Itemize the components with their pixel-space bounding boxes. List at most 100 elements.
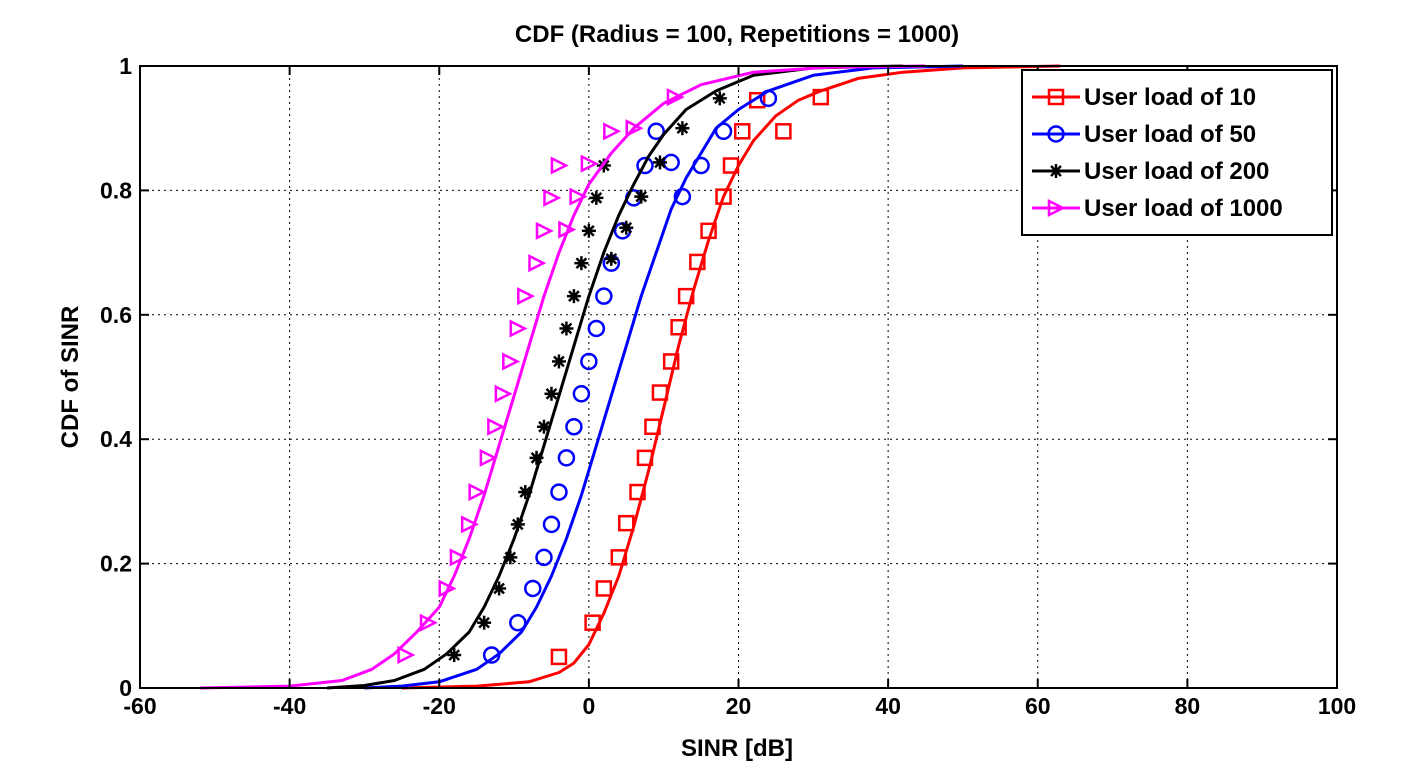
series-point (574, 256, 589, 271)
series-point (759, 89, 778, 108)
legend-marker (1047, 125, 1065, 143)
series-point (733, 123, 751, 140)
legend-label: User load of 50 (1084, 121, 1256, 148)
series-point (447, 648, 462, 663)
series-point (670, 318, 687, 336)
legend-label: User load of 200 (1084, 158, 1269, 185)
series-point (477, 615, 492, 630)
series-point (589, 190, 604, 205)
series-point (482, 646, 501, 664)
series-point (542, 515, 561, 534)
x-tick-label: 60 (1025, 693, 1051, 719)
y-tick-label: 0 (119, 675, 132, 701)
series-point (700, 222, 717, 240)
series-point (524, 579, 542, 598)
series-point (636, 449, 654, 467)
y-tick-label: 0.2 (100, 551, 132, 577)
series-point (625, 119, 644, 138)
series-point (580, 154, 599, 173)
series-point (535, 548, 553, 567)
x-tick-label: -20 (423, 693, 456, 719)
series-point (557, 449, 576, 467)
series-point (666, 88, 685, 107)
series-point (714, 122, 733, 141)
series-point (595, 287, 613, 305)
series-point (603, 122, 622, 141)
series-point (551, 354, 566, 369)
y-tick-labels: 0 0.2 0.4 0.6 0.8 1 (100, 53, 132, 701)
x-tick-label: 100 (1318, 693, 1356, 719)
series-point (565, 418, 583, 436)
y-axis-label: CDF of SINR (57, 306, 84, 449)
series-point (722, 157, 740, 174)
series-point (652, 155, 667, 170)
series-point (692, 156, 710, 175)
series-point (629, 483, 646, 501)
series-point (550, 648, 568, 666)
series-point (528, 254, 547, 273)
series-point (587, 319, 606, 338)
series-point (487, 417, 506, 436)
legend-label: User load of 10 (1084, 84, 1256, 111)
chart-title: CDF (Radius = 100, Repetitions = 1000) (515, 21, 959, 48)
series-point (543, 188, 562, 207)
series-point (518, 485, 533, 500)
series-layer (199, 64, 1061, 690)
legend: User load of 10 User load of 50 User load … (1021, 69, 1333, 236)
series-point (662, 353, 680, 370)
series-point (517, 287, 536, 306)
series-point (604, 251, 619, 266)
legend-label: User load of 1000 (1084, 195, 1283, 222)
series-point (509, 319, 528, 338)
series-point (550, 156, 569, 175)
series-point (503, 550, 518, 565)
series-point (580, 352, 598, 371)
y-tick-label: 0.6 (100, 302, 132, 328)
legend-marker (1047, 198, 1066, 218)
series-point (748, 91, 766, 109)
series-point (558, 220, 577, 239)
series-point (651, 384, 669, 401)
series-point (644, 418, 661, 436)
series-point (584, 614, 601, 631)
legend-marker (1047, 88, 1065, 106)
series-point (619, 220, 634, 235)
series-point (618, 514, 635, 532)
series-point (610, 549, 628, 566)
series-point (419, 613, 438, 632)
series-point (569, 187, 588, 206)
series-3 (326, 64, 904, 690)
series-point (775, 123, 792, 140)
series-point (544, 386, 559, 401)
x-tick-label: -60 (123, 693, 156, 719)
series-point (479, 448, 498, 467)
series-point (675, 121, 690, 136)
series-line (199, 64, 926, 690)
x-tick-labels: -60 -40 -20 0 20 40 60 80 100 (123, 693, 1356, 719)
x-tick-label: -40 (273, 693, 306, 719)
series-point (689, 253, 706, 271)
series-point (510, 517, 525, 532)
series-point (572, 385, 591, 403)
series-point (502, 352, 521, 371)
series-point (529, 450, 544, 465)
x-axis-label: SINR [dB] (681, 735, 793, 762)
series-point (581, 223, 596, 238)
series-line (401, 64, 1061, 690)
legend-entries: User load of 10 User load of 50 User load … (1032, 84, 1283, 222)
series-point (492, 581, 507, 596)
legend-entry: User load of 1000 (1032, 195, 1283, 222)
y-tick-label: 0.4 (100, 426, 132, 452)
series-point (438, 579, 457, 598)
series-point (550, 483, 568, 501)
series-point (673, 187, 692, 206)
y-tick-label: 1 (119, 53, 132, 79)
series-4 (199, 64, 926, 690)
series-point (460, 515, 479, 534)
series-point (468, 483, 487, 502)
series-point (647, 122, 665, 141)
x-tick-label: 80 (1175, 693, 1201, 719)
legend-entry: User load of 10 (1032, 84, 1256, 111)
series-line (326, 64, 904, 690)
